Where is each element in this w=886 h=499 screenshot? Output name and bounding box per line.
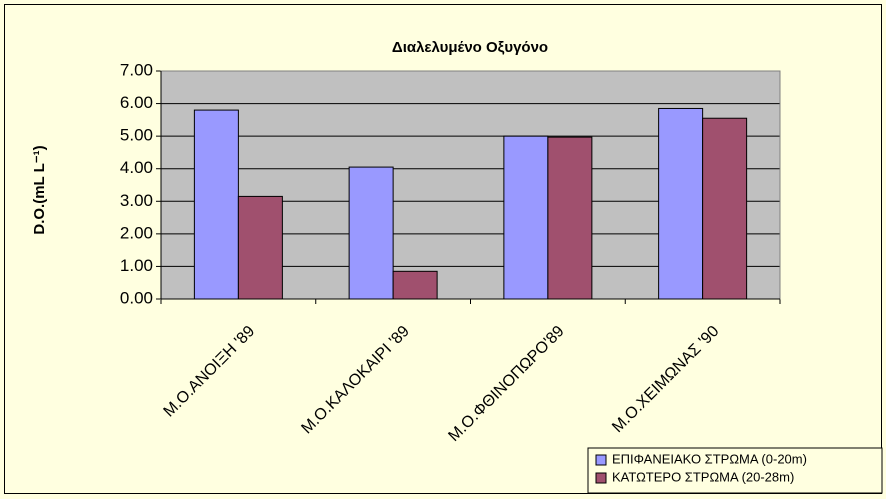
- legend-swatch: [595, 454, 607, 466]
- bar: [237, 195, 283, 300]
- y-tick-label: 1.00: [120, 256, 153, 275]
- bar: [658, 107, 704, 300]
- bar: [348, 166, 394, 300]
- y-tick-label: 5.00: [120, 126, 153, 145]
- y-tick-label: 2.00: [120, 223, 153, 242]
- y-axis-label: D.O.(mL L⁻¹): [31, 145, 48, 234]
- legend-label: ΕΠΙΦΑΝΕΙΑΚΟ ΣΤΡΩΜΑ (0-20m): [612, 451, 807, 466]
- legend-label: ΚΑΤΩΤΕΡΟ ΣΤΡΩΜΑ (20-28m): [612, 469, 794, 484]
- chart-border: [4, 4, 882, 494]
- legend-swatch: [595, 472, 607, 484]
- y-tick-label: 4.00: [120, 158, 153, 177]
- y-tick-label: 6.00: [120, 93, 153, 112]
- legend: ΕΠΙΦΑΝΕΙΑΚΟ ΣΤΡΩΜΑ (0-20m) ΚΑΤΩΤΕΡΟ ΣΤΡΩΜ…: [587, 447, 883, 494]
- bar: [193, 109, 239, 300]
- bar: [503, 135, 549, 300]
- bar: [392, 270, 438, 300]
- bar: [547, 136, 593, 300]
- bar: [702, 117, 748, 300]
- chart-title: Διαλελυμένο Οξυγόνο: [392, 39, 548, 56]
- y-tick-label: 3.00: [120, 191, 153, 210]
- legend-box: [587, 447, 883, 494]
- y-tick-label: 7.00: [120, 60, 153, 79]
- y-tick-label: 0.00: [120, 288, 153, 307]
